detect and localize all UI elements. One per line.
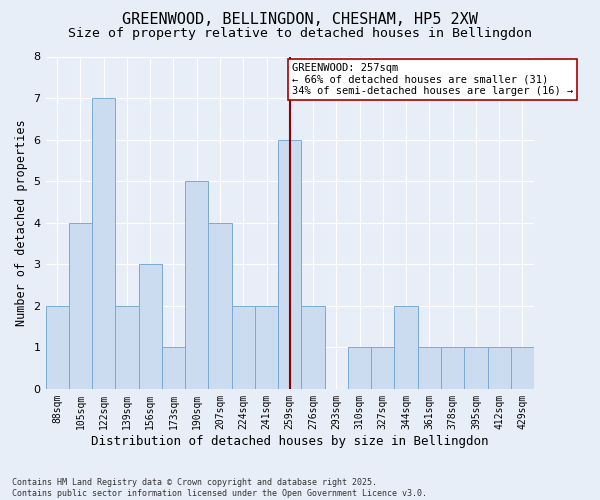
Bar: [301, 306, 325, 389]
Bar: [418, 348, 441, 389]
Text: GREENWOOD: 257sqm
← 66% of detached houses are smaller (31)
34% of semi-detached: GREENWOOD: 257sqm ← 66% of detached hous…: [292, 62, 574, 96]
Bar: [46, 306, 69, 389]
Bar: [255, 306, 278, 389]
Bar: [139, 264, 162, 389]
Bar: [464, 348, 488, 389]
Bar: [278, 140, 301, 389]
Text: Contains HM Land Registry data © Crown copyright and database right 2025.
Contai: Contains HM Land Registry data © Crown c…: [12, 478, 427, 498]
Bar: [185, 181, 208, 389]
Bar: [232, 306, 255, 389]
Bar: [92, 98, 115, 389]
Bar: [441, 348, 464, 389]
Bar: [208, 222, 232, 389]
Bar: [69, 222, 92, 389]
Text: Size of property relative to detached houses in Bellingdon: Size of property relative to detached ho…: [68, 28, 532, 40]
Bar: [511, 348, 534, 389]
Text: GREENWOOD, BELLINGDON, CHESHAM, HP5 2XW: GREENWOOD, BELLINGDON, CHESHAM, HP5 2XW: [122, 12, 478, 28]
Bar: [115, 306, 139, 389]
Bar: [488, 348, 511, 389]
Y-axis label: Number of detached properties: Number of detached properties: [15, 120, 28, 326]
X-axis label: Distribution of detached houses by size in Bellingdon: Distribution of detached houses by size …: [91, 434, 488, 448]
Bar: [348, 348, 371, 389]
Bar: [371, 348, 394, 389]
Bar: [394, 306, 418, 389]
Bar: [162, 348, 185, 389]
